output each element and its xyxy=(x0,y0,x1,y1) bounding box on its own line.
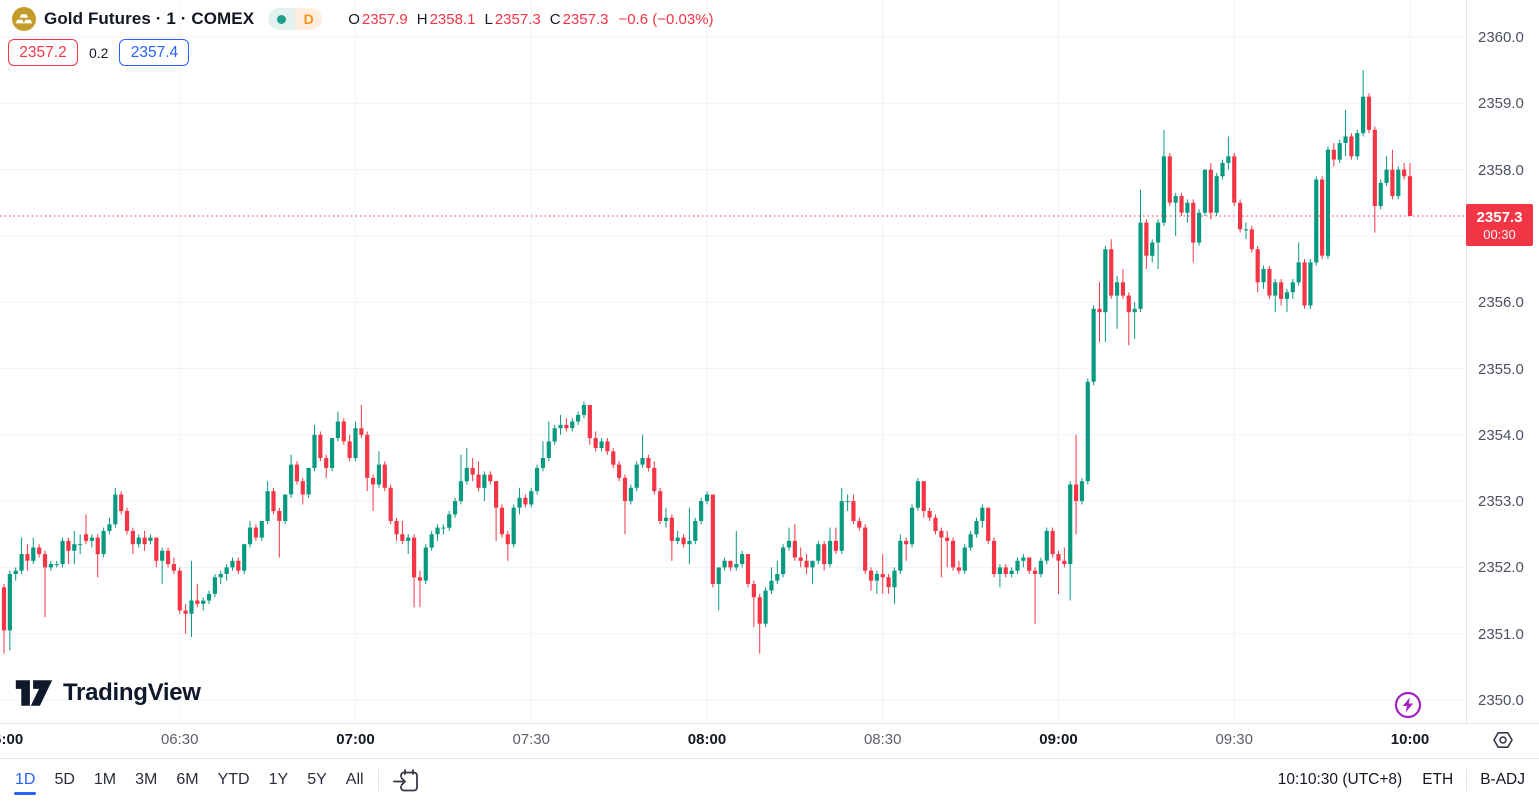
price-tick-label: 2350.0 xyxy=(1478,692,1524,709)
range-button-1m[interactable]: 1M xyxy=(93,771,117,788)
time-tick-label: 10:00 xyxy=(1390,731,1430,748)
price-tick-label: 2352.0 xyxy=(1478,559,1524,577)
time-tick-label: 06:00 xyxy=(0,731,24,748)
price-tick-label: 2359.0 xyxy=(1478,95,1524,113)
buy-ask-button[interactable]: 2357.4 xyxy=(119,39,190,66)
calendar-arrow-icon xyxy=(392,769,418,792)
ohlc-readout: O 2357.9 H 2358.1 L 2357.3 C 2357.3 −0.6… xyxy=(348,11,713,28)
current-price-label: 2357.3 00:30 xyxy=(1466,204,1533,246)
bar-countdown: 00:30 xyxy=(1483,226,1516,242)
tradingview-watermark: TradingView xyxy=(14,678,201,708)
price-tick-label: 2353.0 xyxy=(1478,493,1524,511)
open-label: O xyxy=(348,10,360,28)
time-tick-label: 09:00 xyxy=(1039,731,1078,748)
axis-settings-hexagon-icon[interactable] xyxy=(1489,727,1517,753)
time-tick-label: 09:30 xyxy=(1215,731,1253,748)
toolbar-divider xyxy=(377,769,379,791)
bottom-toolbar: 1D 5D 1M 3M 6M YTD 1Y 5Y All 10:10:30 (UTC+8) ET… xyxy=(0,758,1539,801)
price-axis[interactable]: 2360.0 2359.0 2358.0 2356.0 2355.0 2354.0 2353… xyxy=(1466,0,1539,723)
high-value: 2358.1 xyxy=(429,10,476,28)
lightning-icon xyxy=(1394,691,1422,719)
price-tick-label: 2356.0 xyxy=(1478,294,1524,312)
price-tick-label: 2360.0 xyxy=(1478,29,1524,46)
high-label: H xyxy=(416,10,428,28)
range-button-5y[interactable]: 5Y xyxy=(307,771,327,788)
range-button-6m[interactable]: 6M xyxy=(176,771,199,788)
price-tick-label: 2354.0 xyxy=(1478,426,1524,444)
symbol-header: Gold Futures · 1 · COMEX D O 2357.9 H 23… xyxy=(12,5,714,33)
clock-timezone-button[interactable]: 10:10:30 (UTC+8) xyxy=(1277,771,1403,788)
low-value: 2357.3 xyxy=(494,10,541,28)
open-value: 2357.9 xyxy=(361,10,408,28)
symbol-title[interactable]: Gold Futures · 1 · COMEX xyxy=(44,9,255,28)
close-value: 2357.3 xyxy=(562,10,609,28)
market-status-pill[interactable]: D xyxy=(268,8,323,30)
delayed-data-badge: D xyxy=(295,8,323,30)
range-button-all[interactable]: All xyxy=(345,771,364,788)
time-tick-label: 08:00 xyxy=(687,731,727,748)
back-adjustment-button[interactable]: B-ADJ xyxy=(1480,771,1525,788)
change-value: −0.6 (−0.03%) xyxy=(618,10,714,28)
market-open-dot xyxy=(268,8,296,30)
candles-layer xyxy=(1,70,1413,654)
instant-trading-button[interactable] xyxy=(1393,690,1423,720)
gold-circle-icon xyxy=(12,7,36,31)
range-button-1y[interactable]: 1Y xyxy=(268,771,289,788)
toolbar-right-group: 10:10:30 (UTC+8) ETH B-ADJ xyxy=(1278,769,1525,791)
time-axis[interactable]: 06:00 06:30 07:00 07:30 08:00 08:30 09:00 09:30… xyxy=(0,723,1539,759)
tradingview-logo-icon xyxy=(15,680,53,706)
time-tick-label: 07:30 xyxy=(512,731,550,748)
range-button-ytd[interactable]: YTD xyxy=(217,771,250,788)
sell-bid-button[interactable]: 2357.2 xyxy=(8,39,78,66)
date-range-switcher: 1D 5D 1M 3M 6M YTD 1Y 5Y All xyxy=(14,769,365,795)
go-to-date-button[interactable] xyxy=(392,767,422,793)
spread-value: 0.2 xyxy=(89,44,109,61)
range-button-5d[interactable]: 5D xyxy=(54,771,75,788)
price-tick-label: 2351.0 xyxy=(1478,625,1524,643)
tradingview-logo-text: TradingView xyxy=(63,679,201,706)
quote-row: 2357.2 0.2 2357.4 xyxy=(8,39,190,66)
time-tick-label: 06:30 xyxy=(160,731,199,748)
low-label: L xyxy=(484,10,493,28)
current-price-value: 2357.3 xyxy=(1476,208,1523,226)
candlestick-chart[interactable] xyxy=(0,0,1466,723)
time-tick-label: 08:30 xyxy=(863,731,902,748)
time-tick-label: 07:00 xyxy=(336,731,375,748)
price-tick-label: 2358.0 xyxy=(1478,161,1524,179)
close-label: C xyxy=(549,10,561,28)
price-tick-label: 2355.0 xyxy=(1478,360,1524,378)
toolbar-divider xyxy=(1466,769,1468,791)
range-button-3m[interactable]: 3M xyxy=(135,771,158,788)
session-eth-button[interactable]: ETH xyxy=(1422,771,1454,788)
range-button-1d[interactable]: 1D xyxy=(14,769,37,795)
